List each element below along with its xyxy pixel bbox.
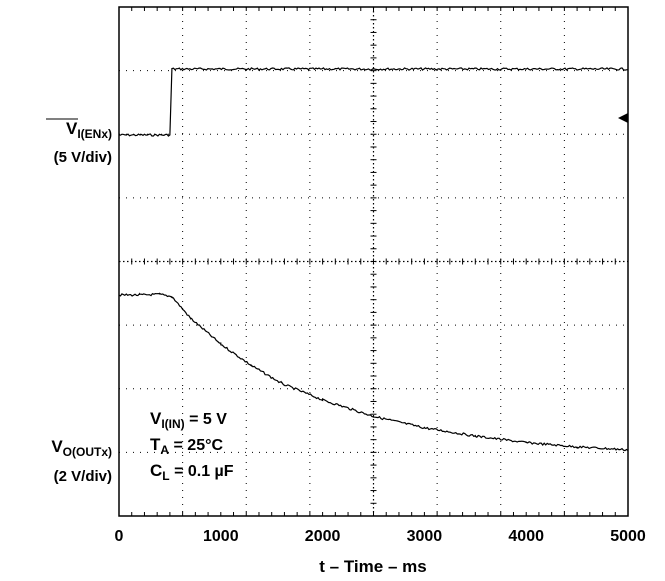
grid [119,7,628,516]
axis-ticks [118,6,629,517]
output-channel-label: VO(OUTx) [51,437,112,459]
trigger-marker-icon [618,113,628,123]
output-trace [118,292,629,452]
x-tick-label: 1000 [203,528,239,545]
x-tick-labels: 0 1000 2000 3000 4000 5000 [115,528,646,545]
output-scale-label: (2 V/div) [54,468,112,485]
x-tick-label: 5000 [610,528,646,545]
x-tick-label: 3000 [407,528,443,545]
enable-channel-label: VI(ENx) [66,119,112,141]
x-tick-label: 4000 [508,528,544,545]
x-tick-label: 0 [115,528,124,545]
annotation-ta: TA = 25°C [150,435,223,457]
annotation-vin: VI(IN) = 5 V [150,409,227,431]
enable-scale-label: (5 V/div) [54,149,112,166]
x-tick-label: 2000 [305,528,341,545]
x-axis-label: t – Time – ms [319,557,426,576]
enable-trace [118,67,629,137]
annotation-cl: CL = 0.1 µF [150,461,234,483]
